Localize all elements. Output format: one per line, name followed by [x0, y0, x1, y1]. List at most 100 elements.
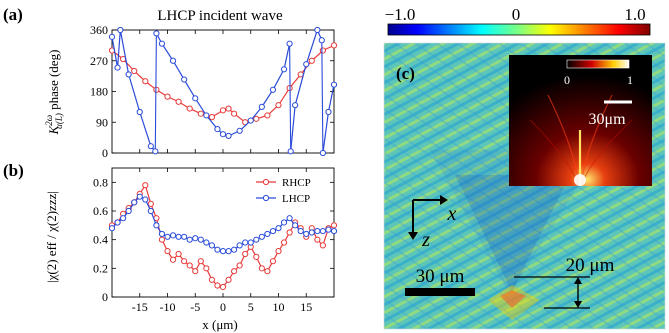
data-point: [152, 148, 159, 155]
data-point: [330, 42, 338, 49]
data-point: [280, 219, 288, 226]
legend-label: LHCP: [282, 193, 310, 205]
data-point: [136, 108, 143, 116]
scale-bar-30: [405, 288, 475, 296]
data-point: [225, 132, 232, 140]
data-point: [314, 227, 321, 235]
data-point: [164, 233, 171, 240]
legend-marker: [262, 194, 270, 202]
data-point: [181, 233, 188, 240]
data-point: [303, 61, 310, 68]
data-point: [236, 262, 243, 269]
x-tick-label: 0: [220, 300, 226, 314]
data-point: [175, 250, 182, 258]
x-tick-label: 5: [248, 300, 254, 314]
data-point: [219, 283, 227, 291]
data-point: [158, 236, 166, 243]
data-point: [242, 250, 249, 258]
x-tick-label: -10: [160, 300, 176, 314]
data-point: [192, 235, 199, 242]
data-point: [330, 222, 338, 229]
data-point: [169, 232, 177, 239]
data-point: [153, 222, 160, 229]
panel-c-label: (c): [396, 64, 415, 83]
x-tick-label: -15: [132, 300, 148, 314]
data-point: [214, 125, 221, 133]
data-point: [286, 215, 293, 222]
data-point: [330, 227, 338, 235]
xlabel: x (μm): [202, 317, 238, 332]
data-point: [308, 57, 315, 64]
data-point: [219, 248, 227, 255]
data-point: [280, 239, 288, 246]
y-tick-label: 0.6: [93, 204, 108, 218]
y-tick-label: 270: [90, 54, 108, 68]
data-point: [314, 26, 321, 34]
data-point: [287, 148, 294, 155]
panel-a-label: (a): [3, 5, 23, 24]
data-point: [231, 268, 238, 275]
data-point: [292, 222, 299, 229]
data-point: [142, 182, 149, 189]
data-point: [236, 127, 243, 134]
data-point: [142, 196, 149, 203]
data-point: [264, 112, 271, 119]
x-tick-label: -5: [190, 300, 200, 314]
y-tick-label: 0.8: [93, 175, 108, 189]
data-point: [264, 230, 271, 238]
data-point: [186, 105, 193, 112]
data-point: [214, 246, 221, 253]
data-point: [258, 103, 265, 110]
data-point: [153, 30, 160, 37]
data-point: [158, 40, 166, 47]
colorbar-max: 1.0: [624, 5, 645, 24]
y-tick-label: 360: [90, 23, 108, 37]
data-point: [297, 227, 304, 235]
inset-colorbar: [566, 59, 630, 69]
inset-colorbar-max: 1: [627, 73, 633, 87]
data-point: [247, 239, 254, 246]
data-point: [269, 227, 277, 235]
data-point: [175, 233, 182, 240]
data-point: [158, 230, 166, 238]
data-point: [147, 200, 154, 207]
x-tick-label: 15: [300, 300, 312, 314]
data-point: [280, 66, 288, 73]
data-point: [169, 57, 177, 64]
colorbar-mid: 0: [512, 5, 521, 24]
data-point: [247, 117, 254, 124]
data-point: [192, 268, 199, 275]
data-point: [164, 93, 171, 100]
data-point: [197, 258, 204, 265]
data-point: [197, 236, 204, 243]
data-point: [175, 98, 182, 105]
phase-chart: 0 90 180 270 360: [90, 23, 338, 160]
data-point: [275, 102, 282, 109]
colorbar: [387, 23, 651, 36]
panel-b-label: (b): [3, 161, 24, 180]
data-point: [169, 256, 177, 263]
data-point: [258, 265, 265, 272]
data-point: [258, 233, 265, 240]
data-point: [131, 67, 138, 75]
data-point: [253, 236, 260, 243]
data-point: [225, 276, 232, 283]
data-point: [147, 143, 154, 150]
data-point: [186, 262, 193, 269]
data-point: [192, 95, 199, 102]
y-tick-label: 0.2: [93, 261, 108, 275]
data-point: [208, 276, 215, 283]
data-point: [186, 236, 193, 243]
data-point: [219, 107, 227, 114]
data-point: [203, 112, 210, 119]
data-point: [253, 115, 260, 122]
data-point: [114, 219, 121, 226]
data-point: [181, 258, 188, 265]
data-point: [131, 199, 138, 206]
data-point: [208, 242, 215, 249]
data-point: [108, 225, 116, 232]
data-point: [125, 207, 132, 215]
data-point: [136, 193, 143, 200]
ylabel-b: |χ(2) eff / χ(2)zzz|: [44, 191, 59, 283]
